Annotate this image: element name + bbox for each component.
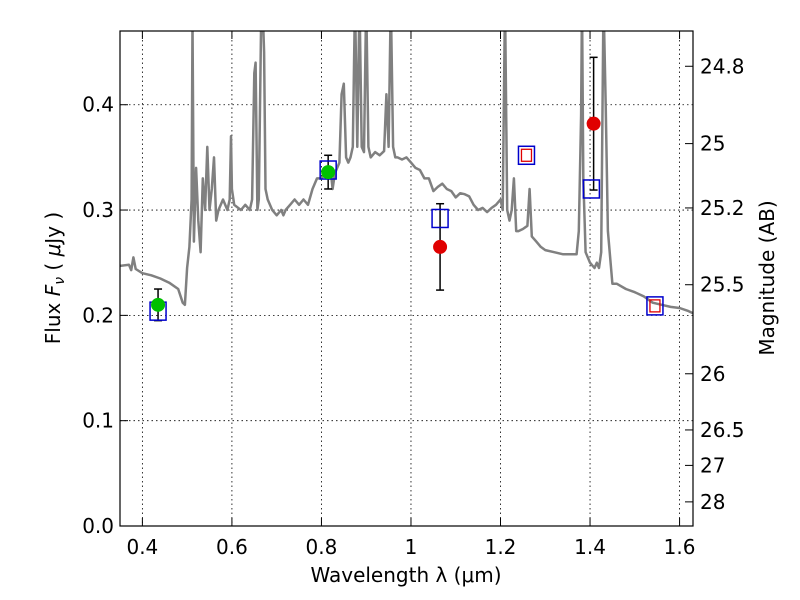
- spectrum-line: [120, 31, 693, 315]
- y-tick-label: 0.1: [82, 409, 114, 433]
- y-axis-label: Flux Fν ( μJy ): [41, 212, 68, 344]
- x-tick-label: 0.4: [126, 535, 158, 559]
- x-tick-label: 0.8: [306, 535, 338, 559]
- grid-lines: [120, 31, 693, 527]
- right-tick-label: 26: [700, 362, 725, 386]
- data-point-circle: [586, 116, 601, 131]
- x-tick-label: 1.4: [574, 535, 606, 559]
- x-tick-label: 1.2: [485, 535, 517, 559]
- model-point-square-inner: [520, 148, 533, 162]
- right-tick-label: 25.5: [700, 273, 745, 297]
- data-point-circle: [433, 239, 448, 254]
- y-tick-label: 0.0: [82, 514, 114, 538]
- plot-frame: [119, 30, 694, 527]
- model-point-square: [517, 145, 536, 166]
- right-tick-label: 28: [700, 490, 725, 514]
- right-axis-ticks: 24.8 25 25.2 25.5 26 26.5 27 28: [685, 54, 745, 514]
- data-point-circle: [321, 165, 336, 180]
- y-tick-label: 0.4: [82, 93, 114, 117]
- model-point-square-inner: [649, 299, 661, 313]
- x-axis-label: Wavelength λ (μm): [310, 563, 501, 587]
- error-bars: [154, 56, 598, 322]
- y-tick-label: 0.3: [82, 198, 114, 222]
- x-axis-ticks: 0.4 0.6 0.8 1 1.2 1.4 1.6: [126, 31, 695, 559]
- y-tick-label: 0.2: [82, 303, 114, 327]
- right-axis-label: Magnitude (AB): [755, 200, 779, 355]
- right-tick-label: 25: [700, 132, 725, 156]
- x-tick-label: 0.6: [216, 535, 248, 559]
- model-spectrum: [120, 31, 693, 315]
- data-markers: [149, 116, 664, 321]
- x-tick-label: 1.6: [664, 535, 696, 559]
- x-tick-label: 1: [405, 535, 418, 559]
- right-tick-label: 27: [700, 453, 725, 477]
- y-axis-ticks: 0.0 0.1 0.2 0.3 0.4: [82, 93, 128, 538]
- model-point-square: [646, 296, 664, 316]
- model-point-square: [431, 208, 449, 229]
- model-point-square: [582, 179, 601, 199]
- data-point-circle: [151, 297, 166, 312]
- right-tick-label: 24.8: [700, 54, 745, 78]
- right-tick-label: 25.2: [700, 196, 745, 220]
- right-tick-label: 26.5: [700, 418, 745, 442]
